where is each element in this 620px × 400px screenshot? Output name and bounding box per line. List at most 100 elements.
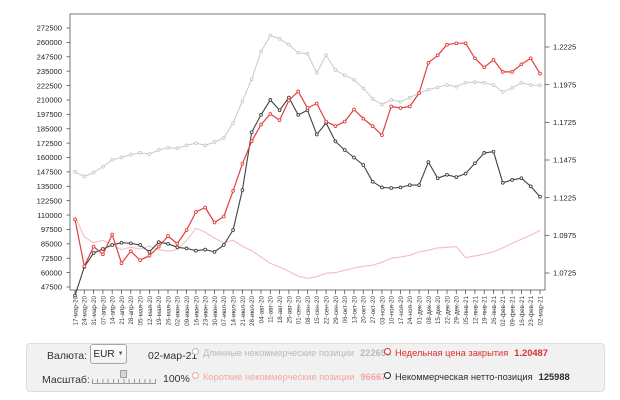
cot-chart: 47500 60000 72500 85000 97500 110000 122500 135…: [37, 13, 576, 327]
svg-text:12-мая-20: 12-мая-20: [147, 296, 154, 326]
svg-text:1.1475: 1.1475: [553, 156, 576, 165]
svg-text:1.1725: 1.1725: [553, 118, 576, 127]
svg-text:97500: 97500: [41, 225, 62, 234]
zoom-slider[interactable]: [92, 370, 156, 385]
svg-text:27-окт-20: 27-окт-20: [370, 296, 377, 324]
svg-text:272500: 272500: [37, 24, 62, 33]
svg-text:16-июн-20: 16-июн-20: [193, 296, 200, 326]
svg-text:1.1225: 1.1225: [553, 193, 576, 202]
chevron-down-icon: ▼: [117, 351, 124, 357]
svg-text:21-апр-20: 21-апр-20: [119, 296, 126, 325]
legend-value: 125988: [538, 372, 570, 382]
svg-text:172500: 172500: [37, 139, 62, 148]
svg-text:72500: 72500: [41, 254, 62, 263]
legend-item-weekly-close[interactable]: Недельная цена закрытия 1.20487: [384, 348, 548, 358]
currency-label: Валюта:: [47, 350, 88, 362]
legend-value: 1.20487: [514, 348, 548, 358]
svg-text:1.1975: 1.1975: [553, 80, 576, 89]
svg-text:07-июл-20: 07-июл-20: [221, 296, 228, 326]
currency-select[interactable]: EUR ▼: [90, 344, 127, 364]
svg-text:17-мар-20: 17-мар-20: [72, 296, 79, 326]
svg-text:21-июл-20: 21-июл-20: [240, 296, 247, 326]
legend-label: Недельная цена закрытия: [395, 348, 509, 358]
svg-text:1.0975: 1.0975: [553, 231, 576, 240]
svg-text:09-фев-21: 09-фев-21: [510, 296, 517, 327]
legend-item-short[interactable]: Короткие некоммерческие позиции 96667: [192, 372, 386, 382]
svg-text:15-сен-20: 15-сен-20: [314, 296, 321, 325]
svg-text:20-окт-20: 20-окт-20: [361, 296, 368, 324]
svg-text:06-окт-20: 06-окт-20: [342, 296, 349, 324]
legend-marker-icon: [384, 348, 391, 355]
svg-text:122500: 122500: [37, 196, 62, 205]
svg-text:01-дек-20: 01-дек-20: [417, 296, 424, 325]
svg-text:247500: 247500: [37, 52, 62, 61]
svg-text:14-апр-20: 14-апр-20: [110, 296, 117, 325]
legend-label: Длинные некоммерческие позиции: [203, 348, 355, 358]
slider-handle[interactable]: [119, 370, 127, 378]
svg-text:09-июн-20: 09-июн-20: [184, 296, 191, 326]
svg-text:31-мар-20: 31-мар-20: [91, 296, 98, 326]
svg-text:30-июн-20: 30-июн-20: [212, 296, 219, 326]
legend-marker-icon: [384, 372, 391, 379]
svg-text:147500: 147500: [37, 168, 62, 177]
svg-text:197500: 197500: [37, 110, 62, 119]
legend-value: 222655: [360, 348, 392, 358]
svg-text:85000: 85000: [41, 240, 62, 249]
legend-marker-icon: [192, 348, 199, 355]
svg-text:26-янв-21: 26-янв-21: [491, 296, 498, 325]
svg-text:05-мая-20: 05-мая-20: [138, 296, 145, 326]
svg-text:23-июн-20: 23-июн-20: [203, 296, 210, 326]
svg-text:110000: 110000: [37, 211, 62, 220]
svg-text:26-мая-20: 26-мая-20: [165, 296, 172, 326]
svg-text:17-ноя-20: 17-ноя-20: [398, 296, 405, 325]
svg-text:260000: 260000: [37, 38, 62, 47]
legend-value: 96667: [360, 372, 387, 382]
svg-text:1.2225: 1.2225: [553, 43, 576, 52]
svg-text:22-дек-20: 22-дек-20: [444, 296, 451, 325]
svg-text:185000: 185000: [37, 124, 62, 133]
svg-text:210000: 210000: [37, 96, 62, 105]
svg-text:22-сен-20: 22-сен-20: [324, 296, 331, 325]
svg-text:24-ноя-20: 24-ноя-20: [407, 296, 414, 325]
legend-item-long[interactable]: Длинные некоммерческие позиции 222655: [192, 348, 391, 358]
svg-text:60000: 60000: [41, 268, 62, 277]
svg-text:08-дек-20: 08-дек-20: [426, 296, 433, 325]
svg-text:16-фев-21: 16-фев-21: [519, 296, 526, 327]
svg-text:12-янв-21: 12-янв-21: [472, 296, 479, 325]
scale-label: Масштаб:: [42, 374, 90, 386]
svg-text:29-сен-20: 29-сен-20: [333, 296, 340, 325]
svg-text:07-апр-20: 07-апр-20: [100, 296, 107, 325]
svg-text:11-авг-20: 11-авг-20: [268, 296, 275, 323]
scale-value: 100%: [163, 373, 190, 385]
svg-text:13-окт-20: 13-окт-20: [351, 296, 358, 324]
svg-text:04-авг-20: 04-авг-20: [258, 296, 265, 324]
svg-text:1.0725: 1.0725: [553, 269, 576, 278]
svg-text:235000: 235000: [37, 67, 62, 76]
svg-text:02-фев-21: 02-фев-21: [500, 296, 507, 327]
report-date: 02-мар-21: [148, 350, 198, 362]
svg-text:28-июл-20: 28-июл-20: [249, 296, 256, 326]
svg-text:05-янв-21: 05-янв-21: [463, 296, 470, 325]
svg-text:135000: 135000: [37, 182, 62, 191]
svg-text:02-мар-21: 02-мар-21: [537, 296, 544, 326]
svg-text:10-ноя-20: 10-ноя-20: [389, 296, 396, 325]
svg-text:14-июл-20: 14-июл-20: [231, 296, 238, 326]
legend-label: Некоммерческая нетто-позиция: [395, 372, 533, 382]
svg-text:19-мая-20: 19-мая-20: [156, 296, 163, 326]
currency-value: EUR: [93, 348, 115, 360]
svg-text:24-мар-20: 24-мар-20: [82, 296, 89, 326]
svg-text:47500: 47500: [41, 283, 62, 292]
svg-text:01-сен-20: 01-сен-20: [296, 296, 303, 325]
svg-text:02-июн-20: 02-июн-20: [175, 296, 182, 326]
legend-label: Короткие некоммерческие позиции: [203, 372, 355, 382]
svg-text:19-янв-21: 19-янв-21: [482, 296, 489, 325]
svg-text:18-авг-20: 18-авг-20: [277, 296, 284, 324]
svg-text:03-ноя-20: 03-ноя-20: [379, 296, 386, 325]
legend-item-net-position[interactable]: Некоммерческая нетто-позиция 125988: [384, 372, 570, 382]
svg-text:28-апр-20: 28-апр-20: [128, 296, 135, 325]
svg-text:08-сен-20: 08-сен-20: [305, 296, 312, 325]
svg-text:222500: 222500: [37, 81, 62, 90]
svg-text:29-дек-20: 29-дек-20: [454, 296, 461, 325]
svg-text:160000: 160000: [37, 153, 62, 162]
